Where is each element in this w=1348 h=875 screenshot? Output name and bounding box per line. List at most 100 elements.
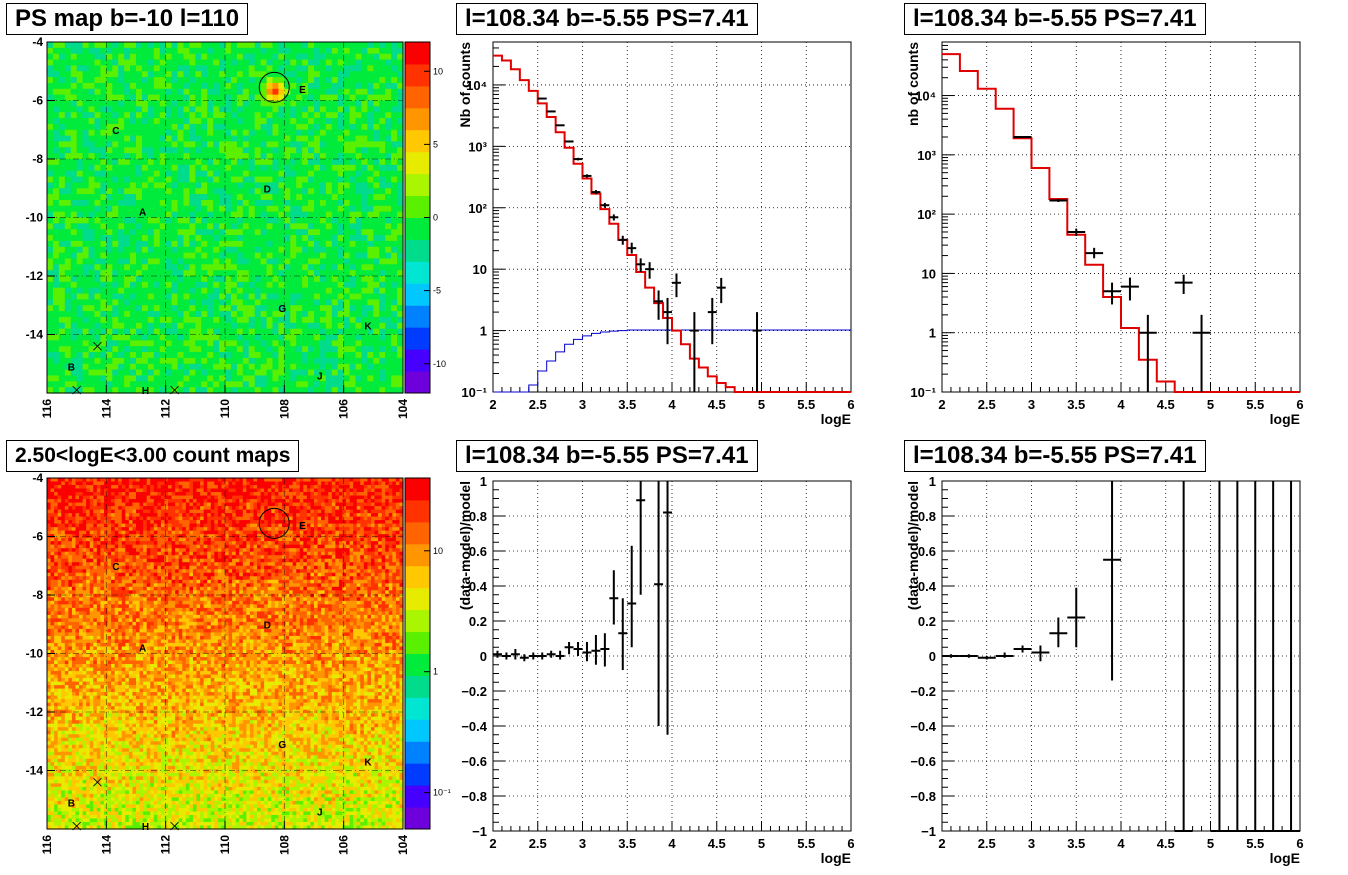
heatmap-cell xyxy=(221,499,226,504)
heatmap-cell xyxy=(379,194,386,201)
heatmap-cell xyxy=(355,159,363,166)
heatmap-cell xyxy=(319,299,327,306)
heatmap-cell xyxy=(68,495,73,500)
heatmap-cell xyxy=(361,346,368,353)
heatmap-cell xyxy=(47,53,54,61)
heatmap-cell xyxy=(385,42,392,49)
heatmap-cell xyxy=(267,516,272,521)
heatmap-cell xyxy=(52,387,60,394)
heatmap-cell xyxy=(106,188,113,195)
heatmap-cell xyxy=(76,135,84,143)
heatmap-cell xyxy=(314,506,319,511)
heatmap-cell xyxy=(246,499,251,504)
heatmap-cell xyxy=(296,100,303,107)
heatmap-cell xyxy=(278,65,285,72)
heatmap-cell xyxy=(214,478,219,483)
heatmap-cell xyxy=(76,311,84,318)
heatmap-cell xyxy=(391,82,398,90)
heatmap-cell xyxy=(207,176,214,183)
heatmap-cell xyxy=(100,223,107,230)
heatmap-cell xyxy=(171,293,179,300)
heatmap-cell xyxy=(64,141,72,148)
heatmap-cell xyxy=(314,229,321,236)
heatmap-cell xyxy=(141,118,149,125)
x-tick-label: 108 xyxy=(277,399,291,419)
heatmap-cell xyxy=(189,506,194,511)
heatmap-cell xyxy=(321,506,326,511)
heatmap-cell xyxy=(397,42,404,49)
heatmap-cell xyxy=(57,478,62,483)
heatmap-cell xyxy=(153,488,158,493)
heatmap-cell xyxy=(219,53,226,61)
heatmap-cell xyxy=(266,205,274,213)
heatmap-cell xyxy=(343,82,351,90)
heatmap-cell xyxy=(106,147,113,154)
heatmap-cell xyxy=(165,311,173,318)
heatmap-cell xyxy=(219,264,226,271)
heatmap-cell xyxy=(171,328,179,336)
heatmap-cell xyxy=(355,170,363,178)
heatmap-cell xyxy=(112,129,119,137)
heatmap-cell xyxy=(236,334,244,341)
heatmap-cell xyxy=(100,311,107,318)
heatmap-cell xyxy=(228,495,233,500)
heatmap-cell xyxy=(52,205,60,213)
heatmap-cell xyxy=(391,135,398,143)
heatmap-cell xyxy=(392,502,397,507)
heatmap-cell xyxy=(272,305,279,312)
heatmap-cell xyxy=(207,246,214,254)
heatmap-cell xyxy=(278,147,285,154)
heatmap-cell xyxy=(171,159,179,166)
heatmap-cell xyxy=(290,322,297,330)
heatmap-cell xyxy=(100,281,107,289)
heatmap-cell xyxy=(183,334,190,341)
heatmap-cell xyxy=(124,352,131,359)
heatmap-cell xyxy=(284,170,291,178)
heatmap-cell xyxy=(230,65,238,72)
heatmap-cell xyxy=(373,235,380,242)
heatmap-cell xyxy=(171,47,179,55)
heatmap-cell xyxy=(219,153,226,160)
heatmap-cell xyxy=(76,276,84,283)
heatmap-cell xyxy=(242,316,250,324)
heatmap-cell xyxy=(82,123,90,131)
heatmap-cell xyxy=(64,369,72,377)
heatmap-cell xyxy=(106,82,113,90)
heatmap-cell xyxy=(278,42,285,49)
heatmap-cell xyxy=(374,492,379,497)
heatmap-cell xyxy=(324,509,329,514)
heatmap-cell xyxy=(64,205,72,213)
heatmap-cell xyxy=(381,509,386,514)
heatmap-cell xyxy=(346,506,351,511)
heatmap-cell xyxy=(285,502,290,507)
heatmap-cell xyxy=(379,287,386,295)
heatmap-cell xyxy=(107,509,112,514)
heatmap-cell xyxy=(361,205,368,213)
heatmap-cell xyxy=(139,481,144,486)
heatmap-cell xyxy=(242,387,250,394)
heatmap-cell xyxy=(257,488,262,493)
heatmap-cell xyxy=(171,270,179,277)
heatmap-cell xyxy=(319,235,327,242)
heatmap-cell xyxy=(64,264,72,271)
heatmap-cell xyxy=(308,65,315,72)
heatmap-cell xyxy=(213,240,220,248)
heatmap-cell xyxy=(363,478,368,483)
heatmap-cell xyxy=(183,159,190,166)
heatmap-cell xyxy=(296,340,303,347)
heatmap-cell xyxy=(225,520,230,525)
heatmap-cell xyxy=(271,495,276,500)
heatmap-cell xyxy=(111,520,116,525)
heatmap-cell xyxy=(52,240,60,248)
heatmap-cell xyxy=(361,235,368,242)
heatmap-cell xyxy=(397,381,404,388)
heatmap-cell xyxy=(106,205,113,213)
heatmap-cell xyxy=(284,112,291,119)
heatmap-cell xyxy=(367,47,374,55)
heatmap-cell xyxy=(201,229,208,236)
heatmap-cell xyxy=(213,205,220,213)
heatmap-cell xyxy=(54,495,59,500)
heatmap-cell xyxy=(260,311,268,318)
heatmap-cell xyxy=(58,246,66,254)
heatmap-cell xyxy=(260,316,268,324)
